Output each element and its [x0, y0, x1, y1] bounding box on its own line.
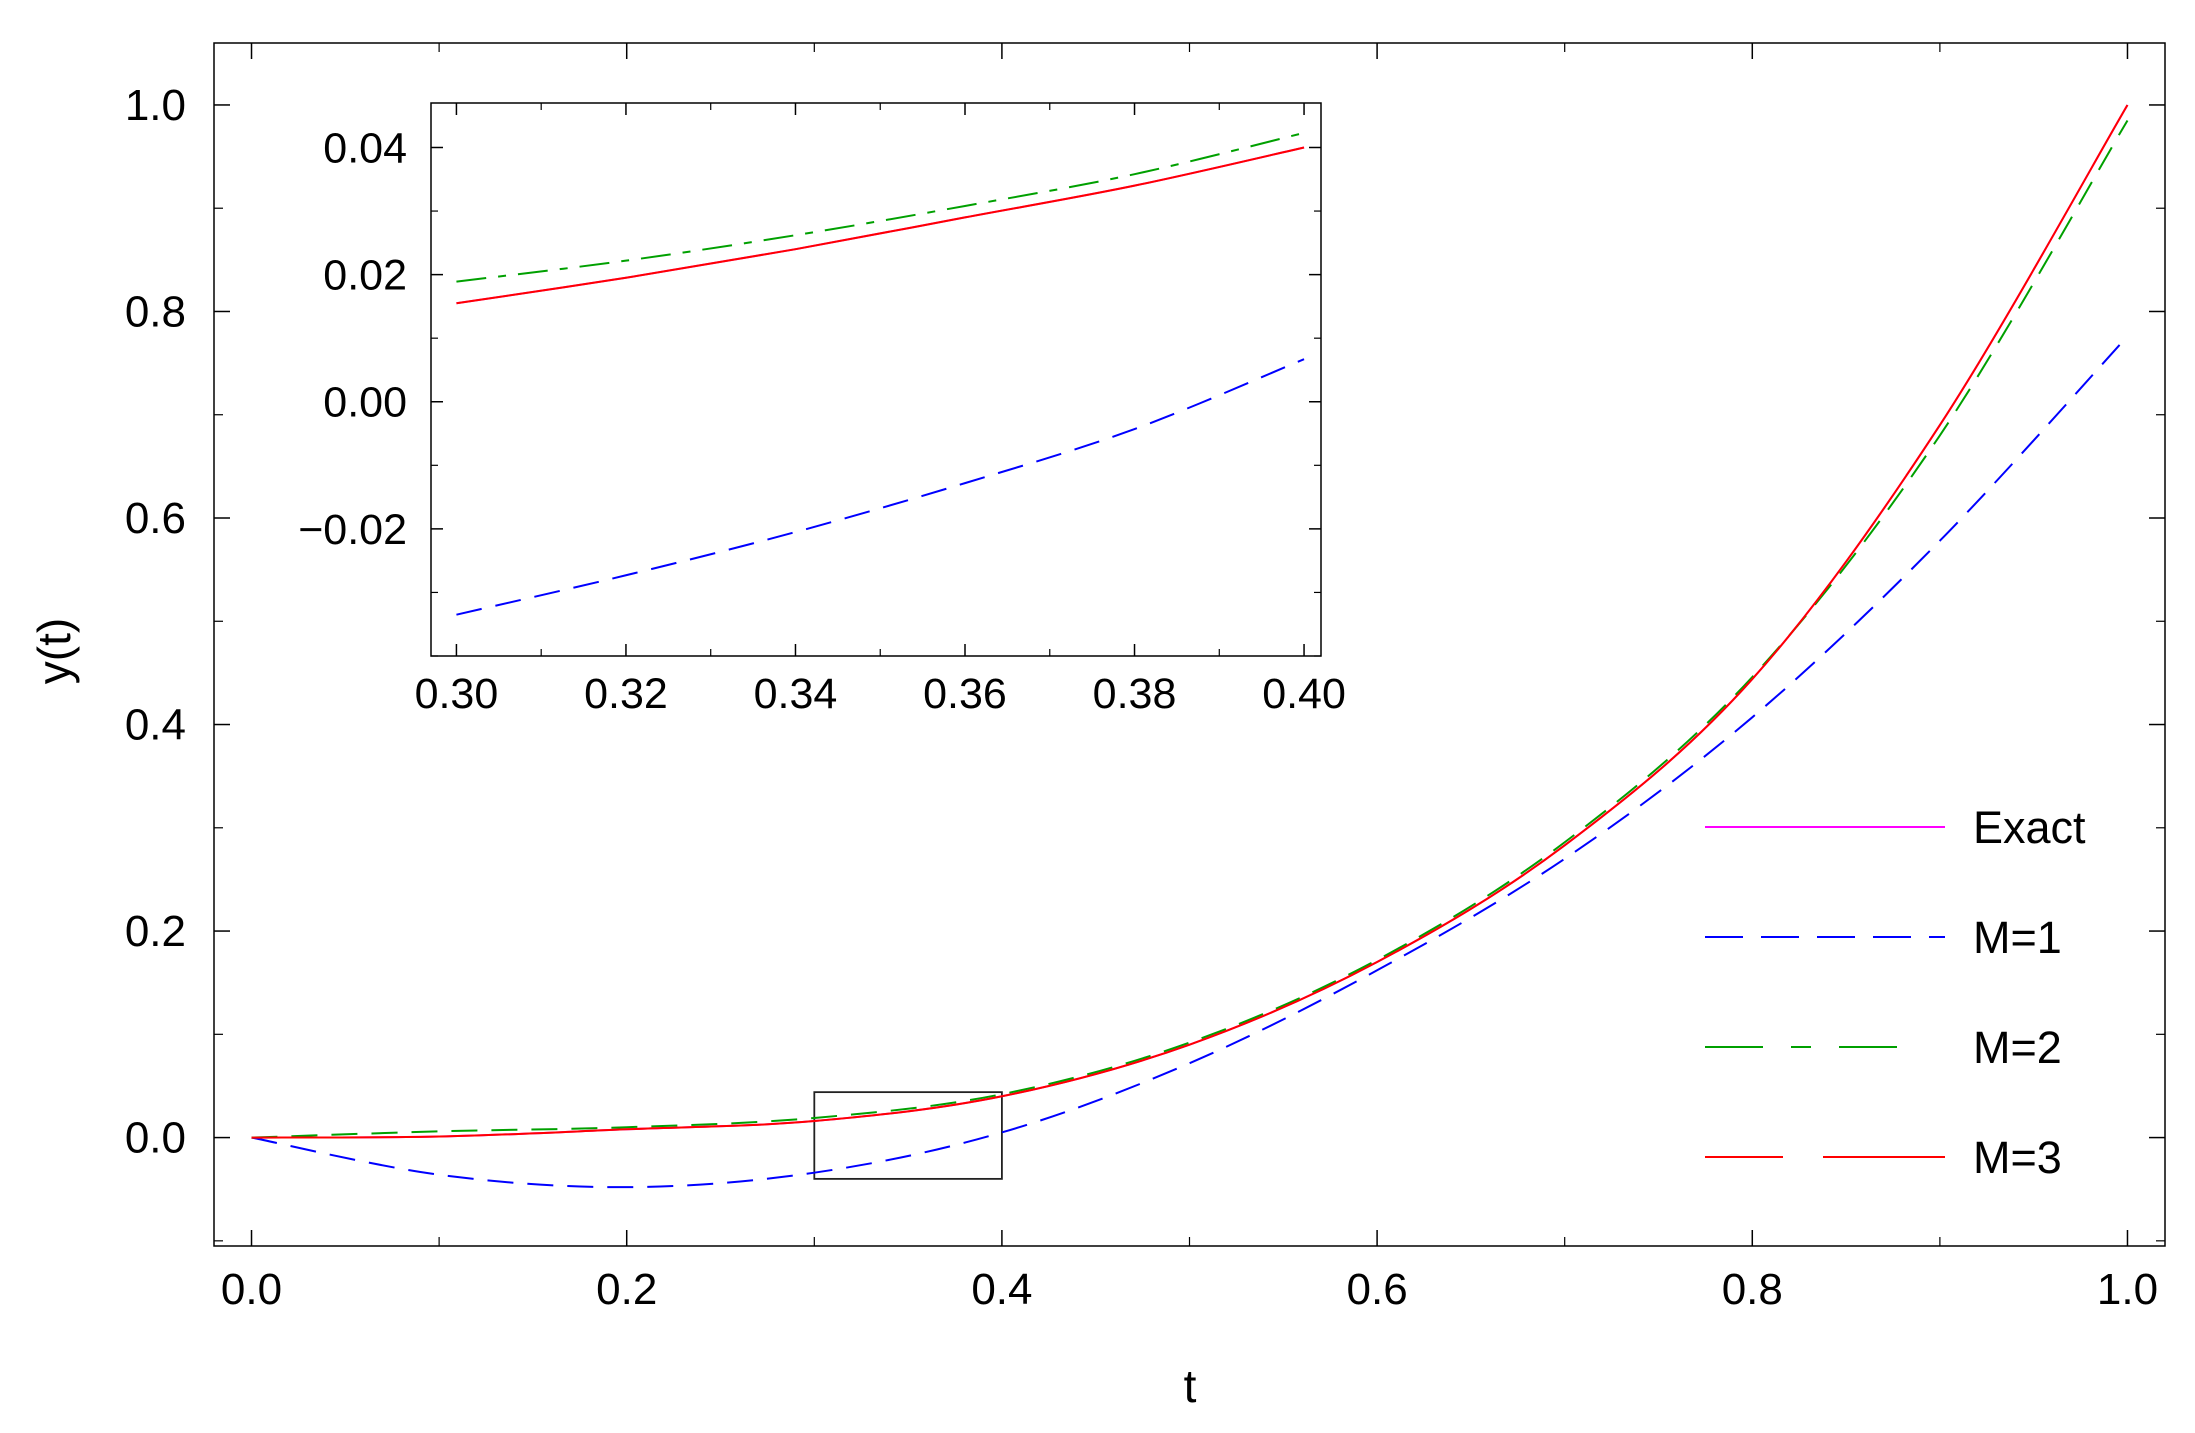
- y-axis-title: y(t): [28, 618, 80, 684]
- y-tick-label: 0.2: [125, 907, 186, 956]
- main-tick-labels: 0.0 0.2 0.4 0.6 0.8 1.0 0.0 0.2 0.4 0.6 0.8 1.0: [125, 81, 2158, 1314]
- series-line-m-3: [251, 104, 2129, 1139]
- series-line-m-2: [251, 119, 2129, 1139]
- inset-plot: 0.30 0.32 0.34 0.36 0.38 0.40 −0.02 0.00 0.02 0.0…: [298, 102, 1346, 718]
- x-tick-label: 0.4: [971, 1265, 1032, 1314]
- zoom-region-box: [813, 1091, 1003, 1180]
- x-axis-title: t: [1184, 1360, 1197, 1412]
- x-tick-label: 0.2: [596, 1265, 657, 1314]
- x-tick-label: 0.40: [1262, 670, 1346, 718]
- legend-label-m1: M=1: [1973, 912, 2062, 963]
- x-tick-label: 0.36: [923, 670, 1007, 718]
- y-tick-label: −0.02: [298, 506, 407, 554]
- inset-tick-labels: 0.30 0.32 0.34 0.36 0.38 0.40 −0.02 0.00 0.02 0.0…: [298, 124, 1346, 718]
- x-tick-label: 0.8: [1722, 1265, 1783, 1314]
- x-tick-label: 0.34: [754, 670, 838, 718]
- x-tick-label: 0.0: [221, 1265, 282, 1314]
- legend-label-exact: Exact: [1973, 802, 2086, 853]
- x-tick-label: 0.38: [1093, 670, 1177, 718]
- y-tick-label: 0.8: [125, 287, 186, 336]
- legend-item-m2: M=2: [1705, 1022, 2062, 1073]
- legend-label-m3: M=3: [1973, 1132, 2062, 1183]
- x-tick-label: 0.6: [1347, 1265, 1408, 1314]
- series-line-m-2: [456, 131, 1305, 283]
- y-tick-label: 1.0: [125, 81, 186, 130]
- inset-axis-ticks: [431, 103, 1321, 657]
- inset-plot-background: [431, 103, 1321, 656]
- legend-item-exact: Exact: [1705, 802, 2086, 853]
- legend-item-m1: M=1: [1705, 912, 2062, 963]
- inset-plot-frame: [430, 102, 1322, 657]
- main-plot: 0.0 0.2 0.4 0.6 0.8 1.0 0.0 0.2 0.4 0.6 0.8 1.0 t y…: [28, 42, 2166, 1412]
- series-line-m-3: [456, 146, 1305, 305]
- y-tick-label: 0.00: [323, 379, 407, 427]
- series-line-m-1: [251, 335, 2129, 1189]
- main-series: [251, 104, 2129, 1189]
- legend-label-m2: M=2: [1973, 1022, 2062, 1073]
- y-tick-label: 0.0: [125, 1114, 186, 1163]
- y-tick-label: 0.02: [323, 252, 407, 300]
- y-tick-label: 0.4: [125, 701, 186, 750]
- legend-item-m3: M=3: [1705, 1132, 2062, 1183]
- x-tick-label: 1.0: [2097, 1265, 2158, 1314]
- series-line-m-1: [456, 358, 1305, 616]
- main-axis-ticks: [214, 43, 2165, 1246]
- y-tick-label: 0.6: [125, 494, 186, 543]
- inset-series: [456, 131, 1305, 616]
- y-tick-label: 0.04: [323, 124, 407, 172]
- legend: Exact M=1 M=2 M=3: [1705, 802, 2086, 1183]
- x-tick-label: 0.32: [584, 670, 668, 718]
- x-tick-label: 0.30: [415, 670, 499, 718]
